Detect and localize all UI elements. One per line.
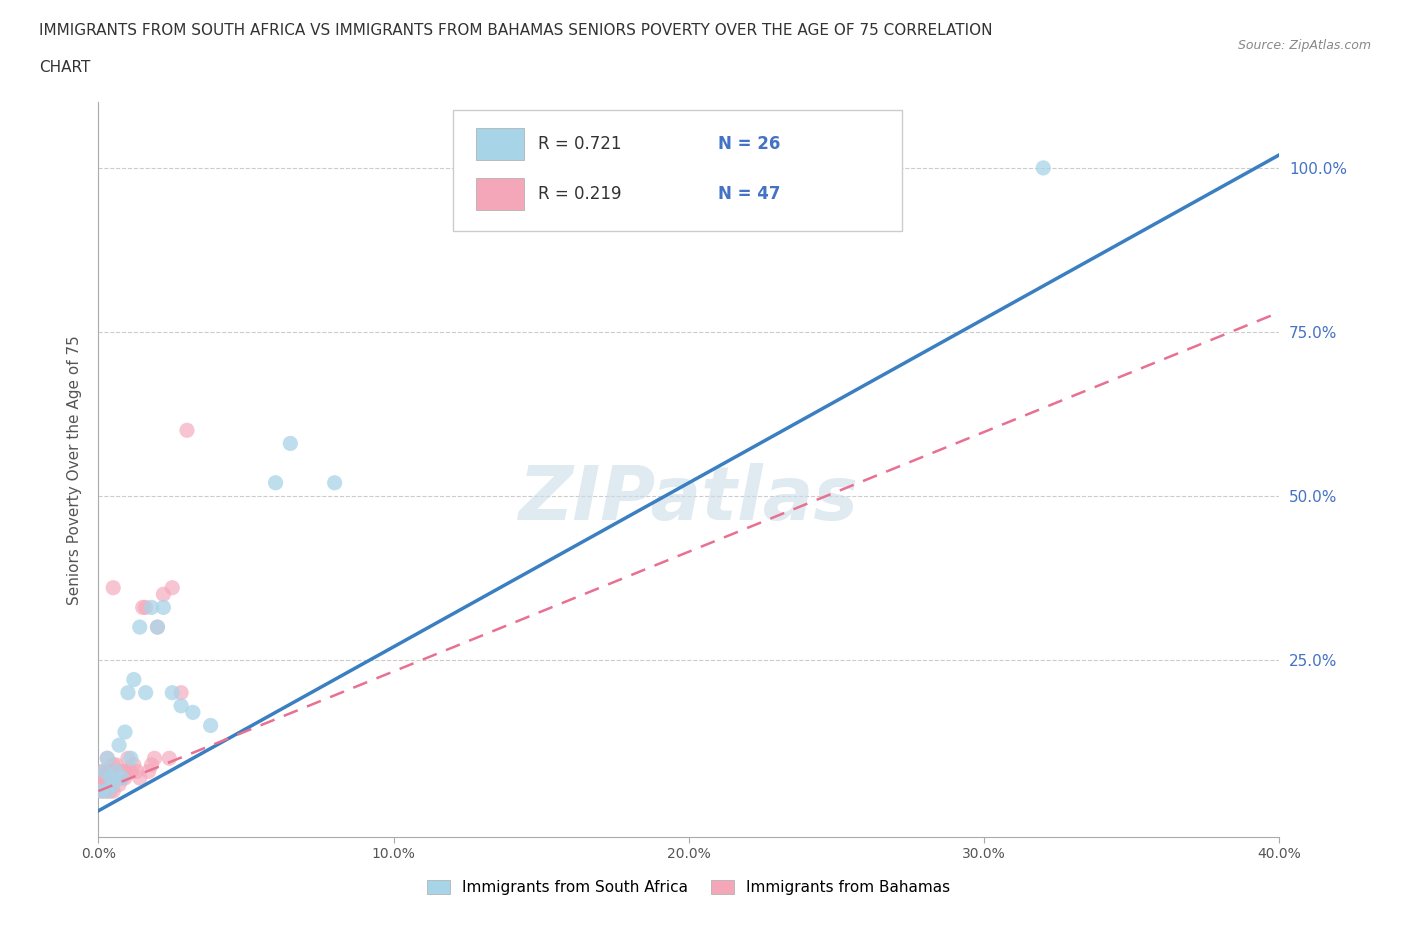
Point (96, 764, 118, 778)
Point (111, 771, 134, 786)
Point (128, 619, 150, 634)
Point (117, 751, 139, 765)
Point (117, 764, 139, 778)
Point (162, 685, 183, 700)
Point (170, 698, 193, 713)
Point (105, 764, 128, 778)
Point (108, 771, 131, 786)
Point (98, 764, 121, 778)
FancyBboxPatch shape (477, 178, 523, 210)
Point (146, 619, 169, 634)
Text: Source: ZipAtlas.com: Source: ZipAtlas.com (1237, 39, 1371, 52)
Text: CHART: CHART (39, 60, 91, 75)
Text: N = 26: N = 26 (718, 135, 780, 153)
Point (132, 600, 155, 615)
Point (181, 705, 204, 720)
Point (96, 771, 118, 786)
Point (146, 619, 169, 634)
Point (1032, 161, 1054, 176)
Point (96, 777, 118, 792)
Point (90, 771, 112, 786)
Point (98, 771, 121, 786)
Point (108, 777, 131, 792)
Point (152, 587, 174, 602)
Text: IMMIGRANTS FROM SOUTH AFRICA VS IMMIGRANTS FROM BAHAMAS SENIORS POVERTY OVER THE: IMMIGRANTS FROM SOUTH AFRICA VS IMMIGRAN… (39, 23, 993, 38)
Point (122, 757, 145, 772)
Point (96, 784, 118, 799)
FancyBboxPatch shape (477, 128, 523, 160)
Point (103, 784, 125, 799)
Point (128, 771, 150, 786)
Point (200, 718, 222, 733)
Point (323, 475, 346, 490)
Point (138, 764, 160, 778)
Point (98, 771, 121, 786)
Point (141, 600, 163, 615)
Point (114, 771, 136, 786)
Point (93, 777, 115, 792)
Point (96, 751, 118, 765)
Point (152, 600, 174, 615)
Text: R = 0.721: R = 0.721 (537, 135, 621, 153)
Point (98, 784, 121, 799)
Point (90, 784, 112, 799)
Point (111, 771, 134, 786)
Point (141, 757, 163, 772)
Point (96, 784, 118, 799)
Point (103, 771, 125, 786)
Point (108, 737, 131, 752)
Point (114, 724, 136, 739)
Text: R = 0.219: R = 0.219 (537, 185, 621, 203)
Point (162, 580, 183, 595)
Point (103, 757, 125, 772)
Point (157, 751, 180, 765)
Point (111, 764, 134, 778)
Point (143, 751, 166, 765)
Point (96, 751, 118, 765)
Point (103, 764, 125, 778)
Point (90, 784, 112, 799)
Point (120, 751, 142, 765)
Point (135, 600, 157, 615)
Point (103, 580, 125, 595)
Point (264, 475, 287, 490)
Point (278, 436, 302, 451)
Point (93, 764, 115, 778)
Point (114, 764, 136, 778)
Point (105, 771, 128, 786)
Point (117, 685, 139, 700)
Text: ZIPatlas: ZIPatlas (519, 462, 859, 536)
Point (98, 777, 121, 792)
Point (120, 764, 142, 778)
Point (103, 777, 125, 792)
Text: N = 47: N = 47 (718, 185, 780, 203)
Y-axis label: Seniors Poverty Over the Age of 75: Seniors Poverty Over the Age of 75 (67, 335, 83, 604)
Point (93, 764, 115, 778)
Point (176, 423, 198, 438)
Point (93, 784, 115, 799)
Point (135, 685, 157, 700)
Legend: Immigrants from South Africa, Immigrants from Bahamas: Immigrants from South Africa, Immigrants… (419, 872, 959, 903)
Point (93, 771, 115, 786)
Point (105, 757, 128, 772)
Point (170, 685, 193, 700)
Point (90, 764, 112, 778)
Point (105, 764, 128, 778)
FancyBboxPatch shape (453, 110, 901, 231)
Point (125, 764, 148, 778)
Point (122, 672, 145, 687)
